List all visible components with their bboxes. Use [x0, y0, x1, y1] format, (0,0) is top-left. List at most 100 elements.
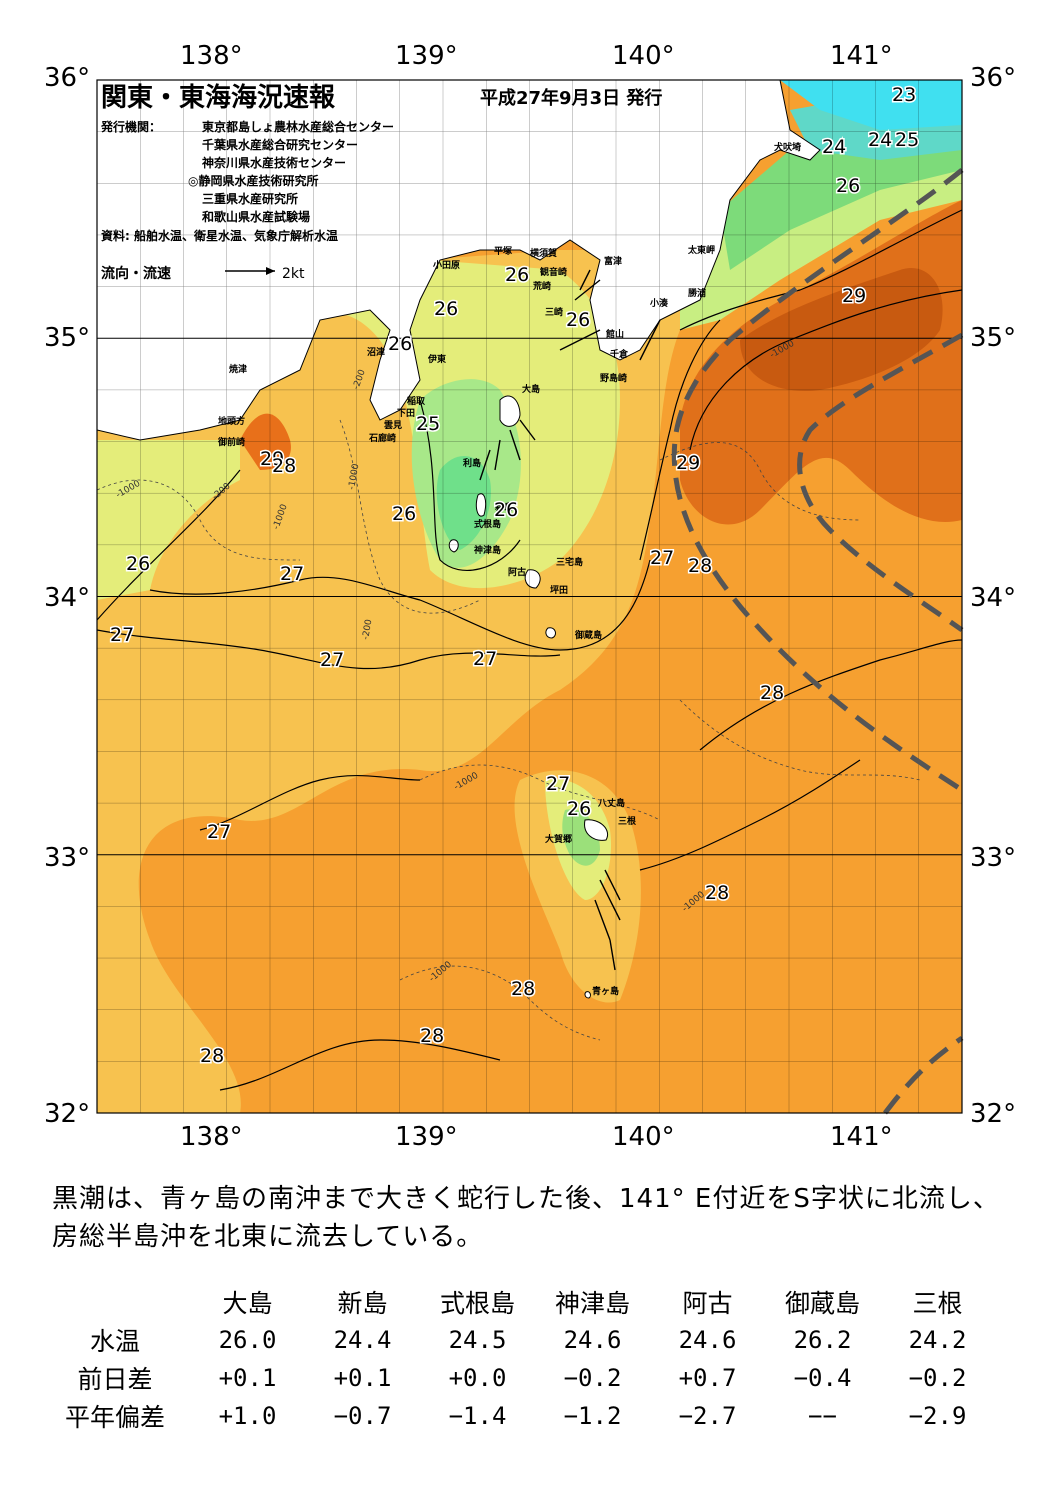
table-cell: −0.2 [908, 1364, 967, 1392]
publisher-3: 神奈川県水産技術センター [202, 155, 346, 170]
row-label-normal-anomaly: 平年偏差 [64, 1403, 165, 1432]
depth-label: -1000 [347, 463, 361, 491]
zone-omaezaki-29 [240, 413, 291, 470]
table-cell: −− [808, 1402, 837, 1430]
header-shikinejima: 式根島 [439, 1289, 515, 1318]
place-inubozaki: 犬吠埼 [773, 141, 801, 153]
place-aogashima: 青ヶ島 [592, 985, 619, 997]
table-cell: +0.1 [333, 1364, 392, 1392]
place-omaezaki: 御前崎 [217, 436, 245, 448]
row-label-prev-day-diff: 前日差 [77, 1365, 153, 1394]
isotherm-label: 27 [320, 649, 344, 671]
place-toshima: 利島 [462, 457, 481, 469]
place-taitomisaki: 太東岬 [687, 244, 715, 256]
isotherm-label: 26 [566, 309, 590, 331]
lon-top-139: 139° [395, 41, 458, 71]
place-yokosuka: 横須賀 [530, 247, 557, 259]
publisher-6: 和歌山県水産試験場 [201, 209, 310, 224]
isotherm-label: 24 [868, 129, 892, 151]
publisher-4: ◎静岡県水産技術研究所 [188, 173, 318, 188]
lat-left-36: 36° [44, 63, 90, 93]
header-mitsune: 三根 [912, 1289, 963, 1318]
lat-right-35: 35° [970, 323, 1016, 353]
table-header-row: 大島 新島 式根島 神津島 阿古 御蔵島 三根 [40, 1283, 1000, 1321]
station-temperature-table: 大島 新島 式根島 神津島 阿古 御蔵島 三根 水温 26.0 24.4 24.… [40, 1283, 1000, 1435]
place-misaki: 三崎 [545, 306, 563, 318]
table-cell: +1.0 [218, 1402, 277, 1430]
map-title: 関東・東海海況速報 [101, 83, 336, 113]
place-odawara: 小田原 [432, 259, 460, 271]
header-niijima: 新島 [337, 1289, 388, 1318]
isotherm-label: 27 [473, 648, 497, 670]
isotherm-label: 25 [895, 129, 919, 151]
publisher-5: 三重県水産研究所 [202, 191, 298, 206]
kuroshio-axis [671, 168, 964, 1115]
table-cell: +0.7 [678, 1364, 737, 1392]
isotherm-label: 26 [392, 503, 416, 525]
place-yaizu: 焼津 [229, 363, 247, 375]
isotherm-lines [96, 209, 963, 1091]
isotherm-label: 26 [126, 553, 150, 575]
lon-bottom-139: 139° [395, 1122, 458, 1152]
island-hachijo [584, 819, 608, 841]
island-miyake [524, 569, 541, 589]
zone-30 [740, 268, 943, 391]
place-mikurajima: 御蔵島 [574, 629, 602, 641]
place-tateyama: 館山 [605, 328, 624, 340]
depth-contours [96, 419, 921, 1041]
isotherm-label: 26 [836, 175, 860, 197]
place-okago: 大賀郷 [545, 833, 572, 845]
current-vectors [479, 269, 661, 971]
isotherm-label: 27 [650, 547, 674, 569]
place-tsubota: 坪田 [550, 584, 568, 596]
place-arasaki: 荒崎 [532, 280, 551, 292]
isotherm-label: 28 [200, 1045, 224, 1067]
isotherm-label: 23 [892, 84, 916, 106]
lat-right-32: 32° [970, 1099, 1016, 1129]
isotherm-label: 27 [280, 563, 304, 585]
place-futtsu: 富津 [604, 255, 622, 267]
table-row: 平年偏差 +1.0 −0.7 −1.4 −1.2 −2.7 −− −2.9 [40, 1397, 1000, 1435]
place-hachijojima: 八丈島 [597, 797, 625, 809]
table-cell: 24.6 [678, 1326, 737, 1354]
issue-date: 平成27年9月3日 発行 [480, 87, 662, 109]
isotherm-label: 28 [688, 555, 712, 577]
isotherm-label: 25 [416, 413, 440, 435]
table-cell: 24.4 [333, 1326, 392, 1354]
sea-temperature-map: 関東・東海海況速報 平成27年9月3日 発行 発行機関： 東京都島しょ農林水産総… [44, 41, 1016, 1152]
place-irozaki: 石廊崎 [368, 432, 396, 444]
place-mitsune: 三根 [618, 815, 637, 827]
isotherm-label: 26 [388, 333, 412, 355]
island-mikura [545, 627, 556, 639]
isotherm-label: 26 [505, 264, 529, 286]
publisher-2: 千葉県水産総合研究センター [202, 137, 358, 152]
table-cell: +0.1 [218, 1364, 277, 1392]
isotherm-label: 28 [705, 882, 729, 904]
island-kozu [448, 539, 459, 553]
table-cell: 24.2 [908, 1326, 967, 1354]
lat-left-35: 35° [44, 323, 90, 353]
header-oshima: 大島 [222, 1289, 273, 1318]
place-shimoda: 下田 [397, 408, 415, 419]
table-cell: −1.2 [563, 1402, 622, 1430]
table-row: 水温 26.0 24.4 24.5 24.6 24.6 26.2 24.2 [40, 1321, 1000, 1359]
isotherm-label: 29 [676, 452, 700, 474]
map-frame [96, 79, 963, 1114]
place-hiratsuka: 平塚 [494, 245, 512, 257]
table-row: 前日差 +0.1 +0.1 +0.0 −0.2 +0.7 −0.4 −0.2 [40, 1359, 1000, 1397]
lat-left-34: 34° [44, 583, 90, 613]
place-shikinejima: 式根島 [474, 518, 501, 530]
lon-top-140: 140° [612, 41, 675, 71]
header-ako: 阿古 [682, 1289, 733, 1318]
place-labels: 犬吠埼 太東岬 勝浦 小湊 館山 千倉 野島崎 富津 観音崎 横須賀 平塚 荒崎… [217, 141, 801, 997]
row-label-water-temp: 水温 [89, 1327, 140, 1356]
place-kumomi: 雲見 [384, 419, 402, 431]
isotherm-label: 24 [822, 136, 846, 158]
isotherm-label: 26 [434, 298, 458, 320]
lon-bottom-138: 138° [180, 1122, 243, 1152]
island-oshima [499, 395, 521, 427]
isotherm-label: 27 [207, 821, 231, 843]
isotherm-label: 28 [760, 682, 784, 704]
table-cell: 24.5 [448, 1326, 507, 1354]
header-mikurajima: 御蔵島 [784, 1289, 860, 1318]
